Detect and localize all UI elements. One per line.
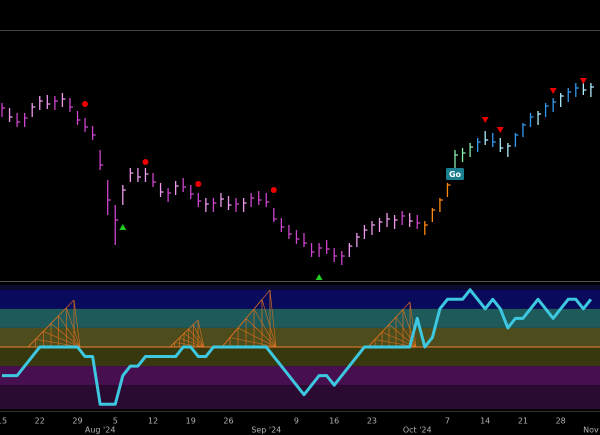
oscillator-band xyxy=(0,289,600,309)
signal-dot xyxy=(142,159,149,165)
squeeze-fan xyxy=(188,328,205,348)
squeeze-fan xyxy=(58,315,81,348)
signal-dot xyxy=(195,181,202,187)
x-tick-label: 5 xyxy=(113,417,118,426)
squeeze-fan xyxy=(402,309,417,348)
oscillator-band xyxy=(0,366,600,386)
squeeze-fan xyxy=(179,337,205,348)
x-tick-label: 9 xyxy=(294,417,299,426)
squeeze-fan xyxy=(169,319,199,348)
x-tick-label: Nov xyxy=(583,426,599,435)
x-tick-label: 19 xyxy=(186,417,196,426)
squeeze-fan xyxy=(27,299,75,348)
signal-up xyxy=(315,274,323,280)
oscillator-band xyxy=(0,385,600,409)
x-tick-label: Sep '24 xyxy=(251,426,281,435)
squeeze-fan xyxy=(197,319,205,348)
squeeze-fan xyxy=(73,299,81,348)
squeeze-fan xyxy=(50,323,81,348)
squeeze-fan xyxy=(183,333,205,348)
squeeze-fan xyxy=(245,318,277,348)
signal-dot xyxy=(270,187,277,193)
oscillator-band xyxy=(0,285,600,290)
squeeze-fan xyxy=(409,301,417,348)
x-tick-label: 23 xyxy=(367,417,377,426)
signal-dot xyxy=(82,101,89,107)
signal-down xyxy=(481,117,489,123)
signal-down xyxy=(496,127,504,133)
x-tick-label: 12 xyxy=(148,417,158,426)
squeeze-fan xyxy=(193,324,205,348)
squeeze-fan xyxy=(367,301,411,348)
squeeze-fan xyxy=(66,307,81,348)
x-tick-label: 21 xyxy=(518,417,528,426)
go-label: Go xyxy=(449,170,462,179)
signal-down xyxy=(549,88,557,94)
x-tick-label: 7 xyxy=(445,417,450,426)
oscillator-band xyxy=(0,347,600,367)
squeeze-fan xyxy=(269,289,277,348)
x-tick-label: 22 xyxy=(35,417,45,426)
x-tick-label: Oct '24 xyxy=(403,426,432,435)
squeeze-fan xyxy=(261,299,277,348)
go-label-box xyxy=(446,168,464,180)
x-tick-label: 15 xyxy=(0,417,7,426)
oscillator-band xyxy=(0,308,600,328)
x-tick-label: 16 xyxy=(329,417,339,426)
x-tick-label: Aug '24 xyxy=(85,426,116,435)
x-tick-label: 26 xyxy=(223,417,233,426)
x-tick-label: 28 xyxy=(556,417,566,426)
x-tick-label: 29 xyxy=(72,417,82,426)
signal-up xyxy=(119,224,127,230)
squeeze-fan xyxy=(221,289,271,348)
oscillator-line xyxy=(2,288,593,406)
squeeze-fan xyxy=(253,308,277,348)
x-tick-label: 14 xyxy=(480,417,490,426)
oscillator-band xyxy=(0,327,600,347)
signal-down xyxy=(579,78,587,84)
squeeze-fan xyxy=(395,316,417,348)
